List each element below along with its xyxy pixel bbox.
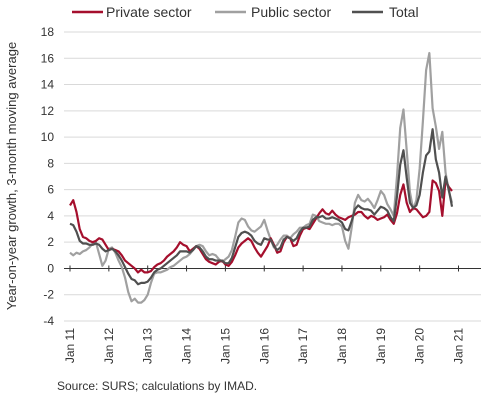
y-tick-label: 14 bbox=[41, 78, 55, 92]
x-tick-label: Jan 11 bbox=[63, 328, 77, 363]
x-tick-label: Jan 13 bbox=[141, 328, 155, 364]
x-tick-label: Jan 17 bbox=[296, 328, 310, 364]
legend-item-private: Private sector bbox=[72, 4, 192, 20]
x-tick-label: Jan 12 bbox=[102, 328, 116, 364]
y-tick-label: 6 bbox=[47, 183, 54, 197]
legend-item-total: Total bbox=[352, 4, 419, 20]
x-tick-label: Jan 19 bbox=[374, 328, 388, 364]
x-tick-label: Jan 20 bbox=[413, 328, 427, 364]
legend-label-total: Total bbox=[389, 4, 419, 20]
x-tick-label: Jan 14 bbox=[180, 328, 194, 364]
x-tick-label: Jan 16 bbox=[257, 328, 271, 364]
source-note: Source: SURS; calculations by IMAD. bbox=[57, 379, 257, 393]
series-line-public bbox=[69, 51, 454, 304]
y-axis-label: Year-on-year growth, 3-month moving aver… bbox=[4, 42, 19, 310]
y-tick-label: -4 bbox=[43, 314, 54, 328]
legend-item-public: Public sector bbox=[215, 4, 331, 20]
series-line-total bbox=[69, 128, 454, 286]
x-axis-ticks: Jan 11 Jan 12 Jan 13 Jan 14 Jan 15 Jan 16 Jan … bbox=[63, 265, 466, 364]
x-tick-label: Jan 21 bbox=[452, 328, 466, 364]
series-lines bbox=[69, 51, 454, 304]
y-tick-label: 4 bbox=[47, 209, 54, 223]
legend-label-private: Private sector bbox=[106, 4, 192, 20]
y-tick-label: 16 bbox=[41, 51, 55, 65]
y-tick-label: 0 bbox=[47, 261, 54, 275]
y-tick-label: 8 bbox=[47, 156, 54, 170]
y-tick-label: -2 bbox=[43, 288, 54, 302]
y-tick-label: 2 bbox=[47, 235, 54, 249]
legend-label-public: Public sector bbox=[251, 4, 331, 20]
x-tick-label: Jan 18 bbox=[335, 328, 349, 364]
y-axis-ticks: -4 -2 0 2 4 6 8 10 12 14 16 18 bbox=[41, 25, 55, 328]
series-line-private bbox=[69, 179, 453, 274]
y-tick-label: 18 bbox=[41, 25, 55, 39]
x-tick-label: Jan 15 bbox=[218, 328, 232, 364]
legend: Private sector Public sector Total bbox=[72, 4, 419, 20]
y-tick-label: 12 bbox=[41, 104, 55, 118]
y-tick-label: 10 bbox=[41, 130, 55, 144]
